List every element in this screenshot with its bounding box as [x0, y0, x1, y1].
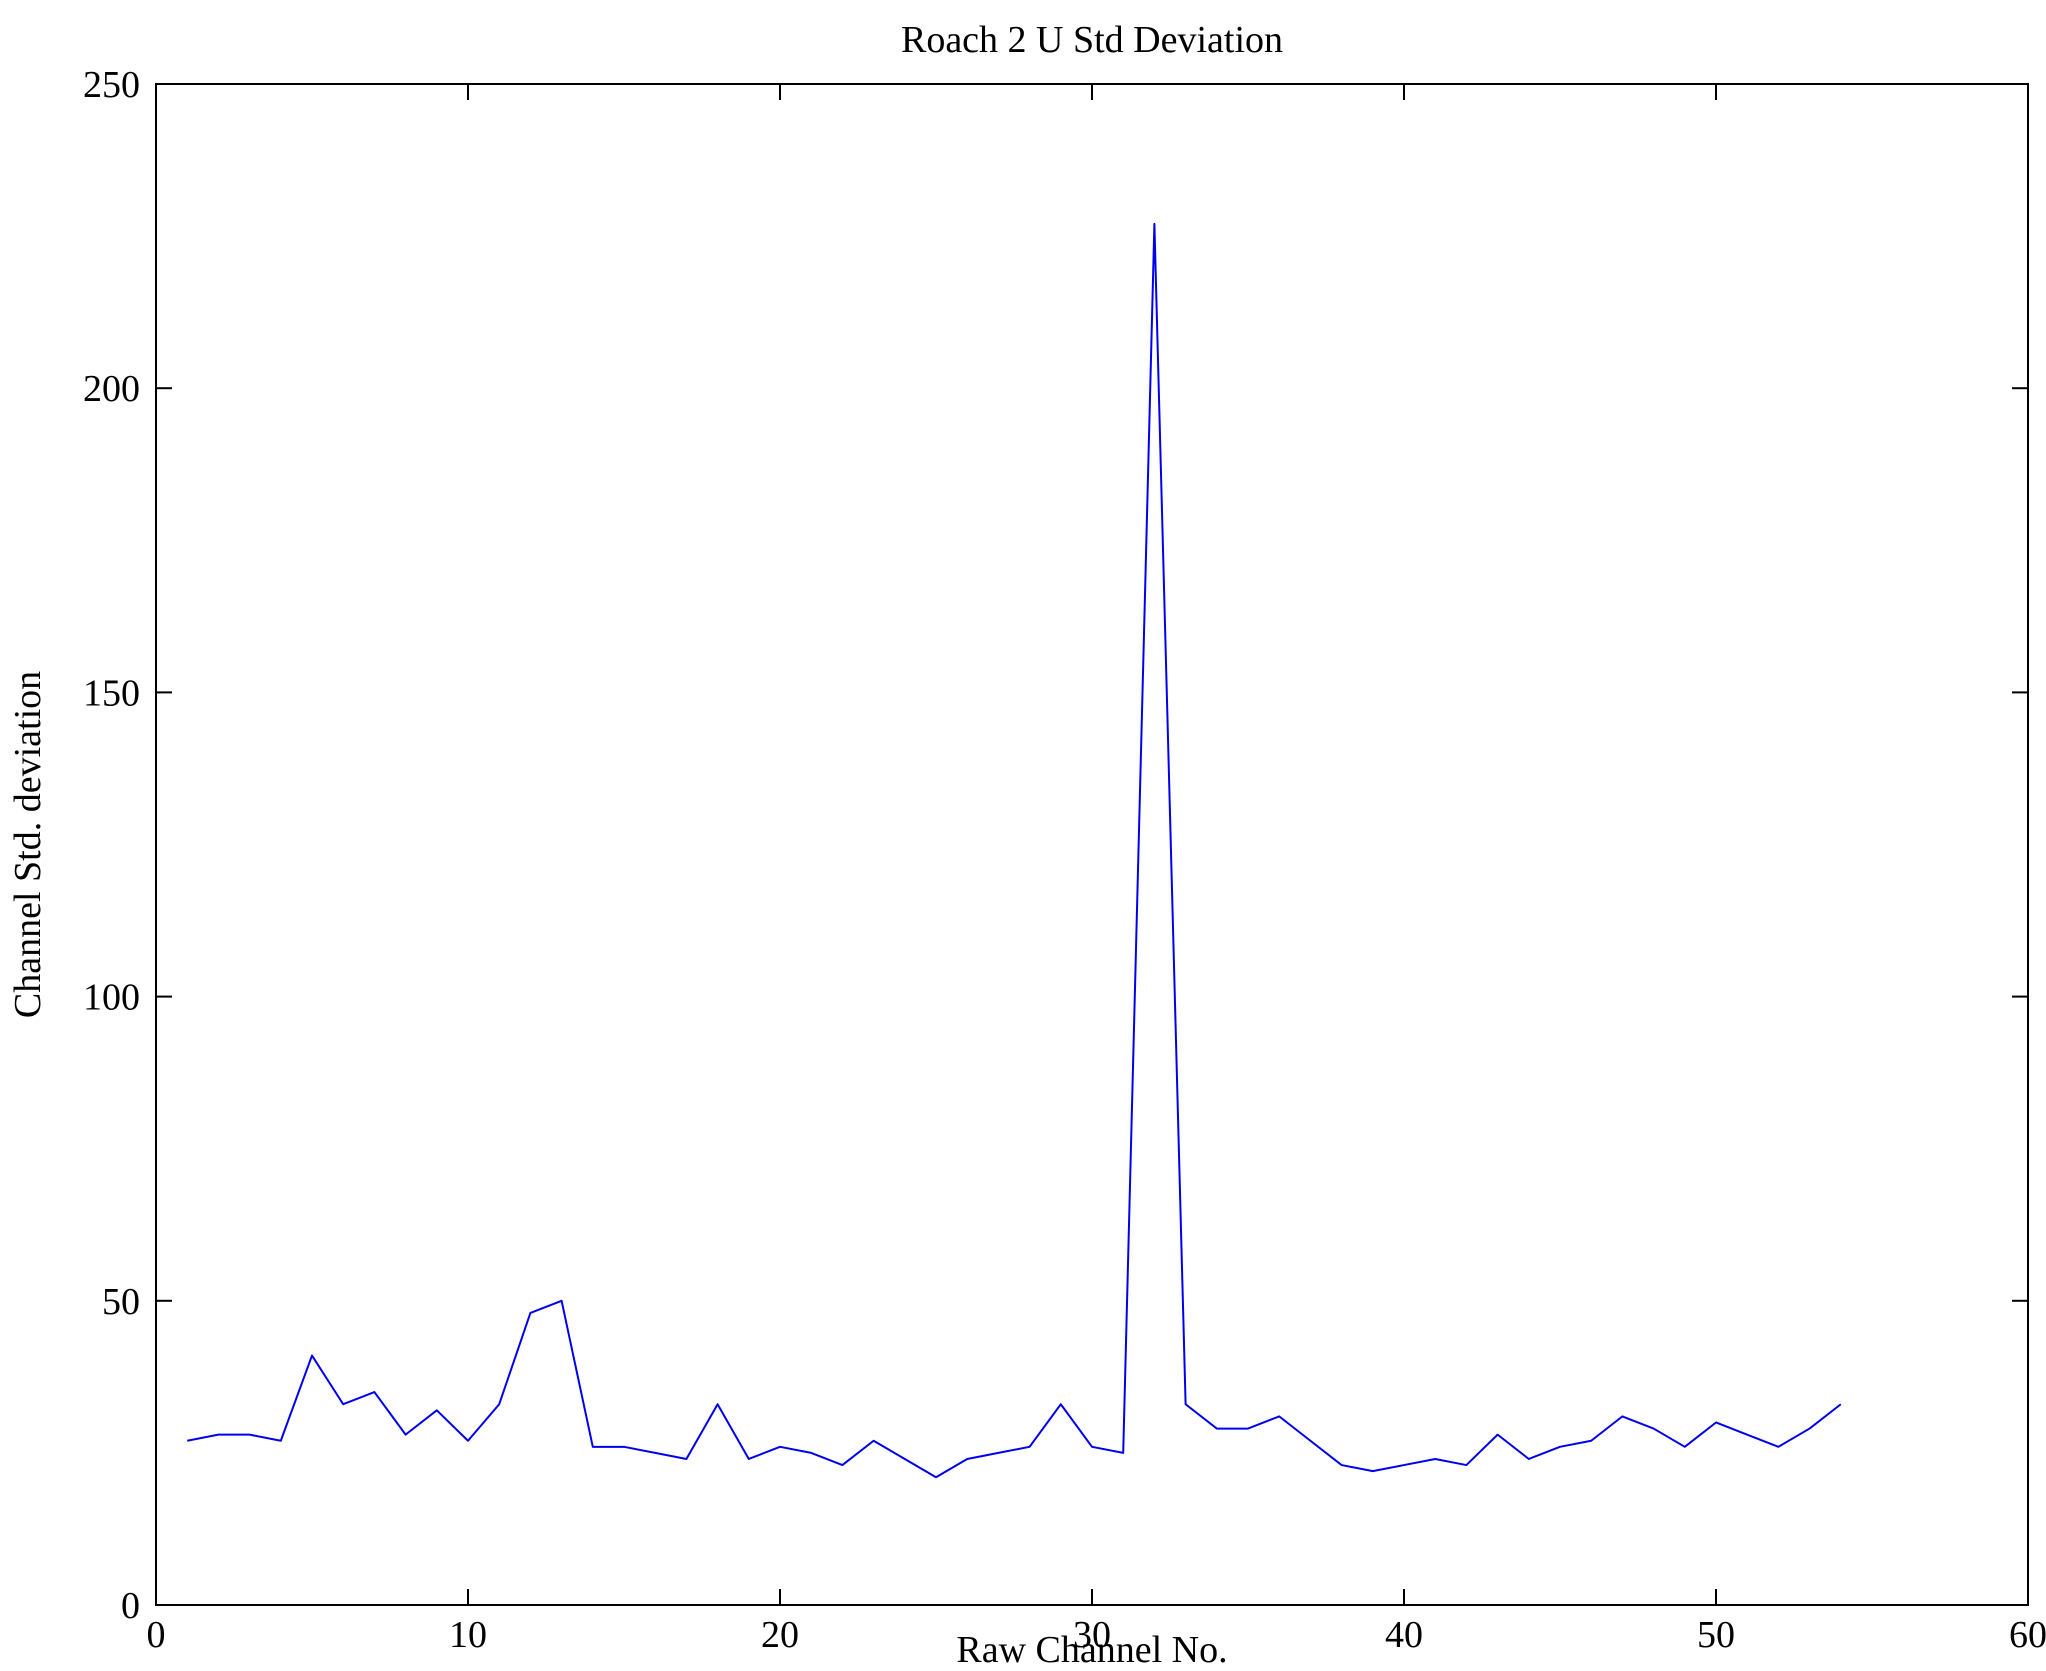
- x-tick-label: 60: [2009, 1614, 2046, 1656]
- y-tick-label: 100: [83, 977, 140, 1019]
- x-tick-label: 40: [1385, 1614, 1423, 1656]
- x-tick-label: 30: [1073, 1614, 1111, 1656]
- y-tick-label: 200: [83, 368, 140, 410]
- axes-box: [155, 83, 2029, 1606]
- x-tick-label: 0: [147, 1614, 166, 1656]
- y-tick-label: 50: [102, 1281, 140, 1323]
- x-tick-label: 50: [1697, 1614, 1735, 1656]
- y-tick-label: 0: [121, 1585, 140, 1627]
- y-axis-label: Channel Std. deviation: [7, 671, 49, 1018]
- axis-tick-labels: 0 10 20 30 40 50 60 0 50 100 150 200 250: [83, 64, 2046, 1656]
- plot-frame: [155, 83, 2029, 1606]
- x-tick-label: 10: [449, 1614, 487, 1656]
- data-series-line: [187, 222, 1842, 1479]
- y-tick-label: 250: [83, 64, 140, 106]
- x-tick-label: 20: [761, 1614, 799, 1656]
- chart-title: Roach 2 U Std Deviation: [901, 19, 1283, 61]
- x-axis-label: Raw Channel No.: [956, 1629, 1227, 1671]
- axis-ticks: [155, 83, 2029, 1606]
- y-tick-label: 150: [83, 672, 140, 714]
